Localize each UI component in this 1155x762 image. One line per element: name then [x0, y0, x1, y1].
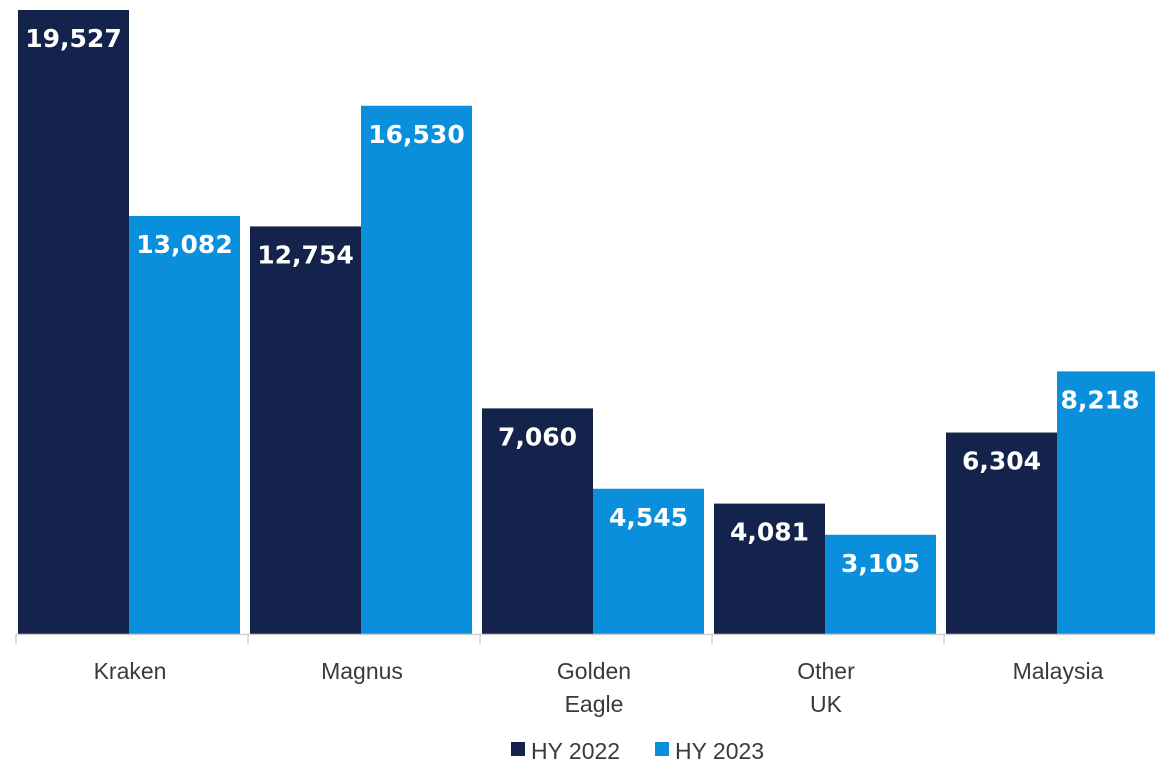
bar-malaysia-hy-2022	[946, 432, 1057, 634]
bar-kraken-hy-2022	[18, 10, 129, 634]
value-label-other-uk-hy-2022: 4,081	[730, 518, 809, 547]
legend-swatch-hy-2023	[655, 742, 669, 756]
category-label-kraken: Kraken	[94, 658, 167, 684]
value-label-other-uk-hy-2023: 3,105	[841, 549, 920, 578]
value-labels-group: 19,527 13,082 12,754 16,530 7,060 4,545 4,081 3…	[25, 24, 1139, 578]
bar-malaysia-hy-2023	[1057, 371, 1155, 634]
bar-kraken-hy-2023	[129, 215, 240, 634]
category-label-magnus: Magnus	[321, 658, 403, 684]
value-label-kraken-hy-2023: 13,082	[136, 230, 232, 259]
bar-golden-eagle-hy-2022	[482, 408, 593, 634]
legend-label-hy-2023: HY 2023	[675, 738, 764, 762]
bar-magnus-hy-2022	[250, 226, 361, 634]
value-label-golden-eagle-hy-2022: 7,060	[498, 422, 577, 451]
legend: HY 2022 HY 2023	[511, 738, 764, 762]
value-label-malaysia-hy-2023: 8,218	[1060, 385, 1139, 414]
value-label-golden-eagle-hy-2023: 4,545	[609, 503, 688, 532]
category-label-golden-eagle-line-1: Golden	[557, 658, 631, 684]
bar-golden-eagle-hy-2023	[593, 488, 704, 634]
value-label-magnus-hy-2023: 16,530	[368, 120, 464, 149]
category-label-other-uk-line-2: UK	[810, 691, 843, 717]
value-label-magnus-hy-2022: 12,754	[257, 240, 353, 269]
category-label-other-uk-line-1: Other	[797, 658, 855, 684]
bar-other-uk-hy-2022	[714, 503, 825, 634]
legend-swatch-hy-2022	[511, 742, 525, 756]
x-axis-ticks	[15, 634, 945, 644]
value-label-kraken-hy-2022: 19,527	[25, 24, 121, 53]
bar-magnus-hy-2023	[361, 105, 472, 635]
legend-label-hy-2022: HY 2022	[531, 738, 620, 762]
bar-other-uk-hy-2023	[825, 534, 936, 634]
value-label-malaysia-hy-2022: 6,304	[962, 447, 1041, 476]
bars-group	[18, 10, 1155, 635]
category-label-golden-eagle-line-2: Eagle	[565, 691, 624, 717]
category-label-malaysia: Malaysia	[1013, 658, 1104, 684]
category-labels-group: Kraken Magnus Golden Eagle Other UK Malaysia	[94, 658, 1104, 717]
